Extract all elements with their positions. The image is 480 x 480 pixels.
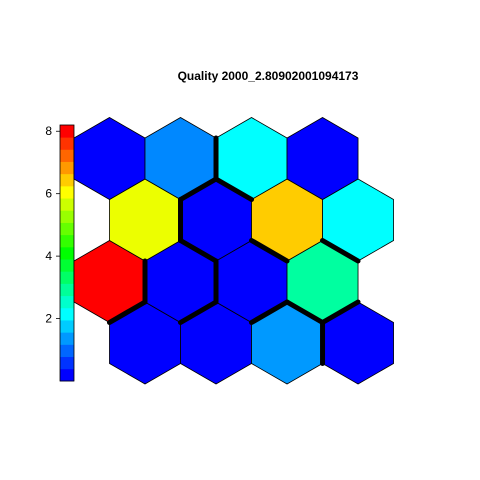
colorbar-segment: [60, 185, 74, 199]
colorbar-segment: [60, 271, 74, 284]
colorbar-segment: [60, 307, 74, 321]
cluster-boundary-edge: [178, 176, 219, 202]
chart-title: Quality 2000_2.80902001094173: [178, 69, 359, 83]
colorbar-segment: [60, 332, 74, 345]
cluster-boundary-edge: [320, 299, 361, 325]
colorbar-segment: [60, 137, 74, 150]
colorbar-tick-label: 2: [45, 312, 52, 326]
colorbar-segment: [60, 344, 74, 358]
cluster-boundaries: [106, 135, 361, 366]
colorbar-segment: [60, 149, 74, 162]
colorbar-segment: [60, 222, 74, 236]
colorbar-segment: [60, 356, 74, 370]
colorbar-segment: [60, 234, 74, 248]
colorbar-segment: [60, 320, 74, 333]
colorbar: [59, 124, 75, 382]
colorbar-tick-label: 6: [45, 187, 52, 201]
colorbar-segment: [60, 259, 74, 272]
cluster-boundary-edge: [320, 238, 361, 264]
colorbar-ticks: 2 4 6 8: [45, 124, 60, 326]
cluster-boundary-edge: [249, 299, 290, 325]
cluster-boundary-edge: [178, 238, 219, 264]
colorbar-segment: [60, 161, 74, 175]
colorbar-segment: [60, 246, 74, 260]
colorbar-segment: [60, 368, 74, 382]
colorbar-segment: [60, 125, 74, 138]
colorbar-tick-label: 4: [45, 249, 52, 263]
hex-cell-r4-c4: [286, 117, 359, 200]
colorbar-segment: [60, 198, 74, 211]
cluster-boundary-edge: [249, 238, 290, 264]
cluster-boundary-edge: [284, 299, 326, 325]
cluster-boundary-edge: [213, 176, 255, 202]
colorbar-segment: [60, 295, 74, 309]
cluster-boundary-edge: [178, 299, 219, 325]
colorbar-segment: [60, 283, 74, 297]
colorbar-segment: [60, 210, 74, 223]
colorbar-segment: [60, 173, 74, 187]
hex-cells: [73, 117, 394, 385]
colorbar-frame: [59, 124, 75, 382]
cluster-boundary-edge: [106, 299, 148, 325]
colorbar-tick-label: 8: [45, 124, 52, 138]
